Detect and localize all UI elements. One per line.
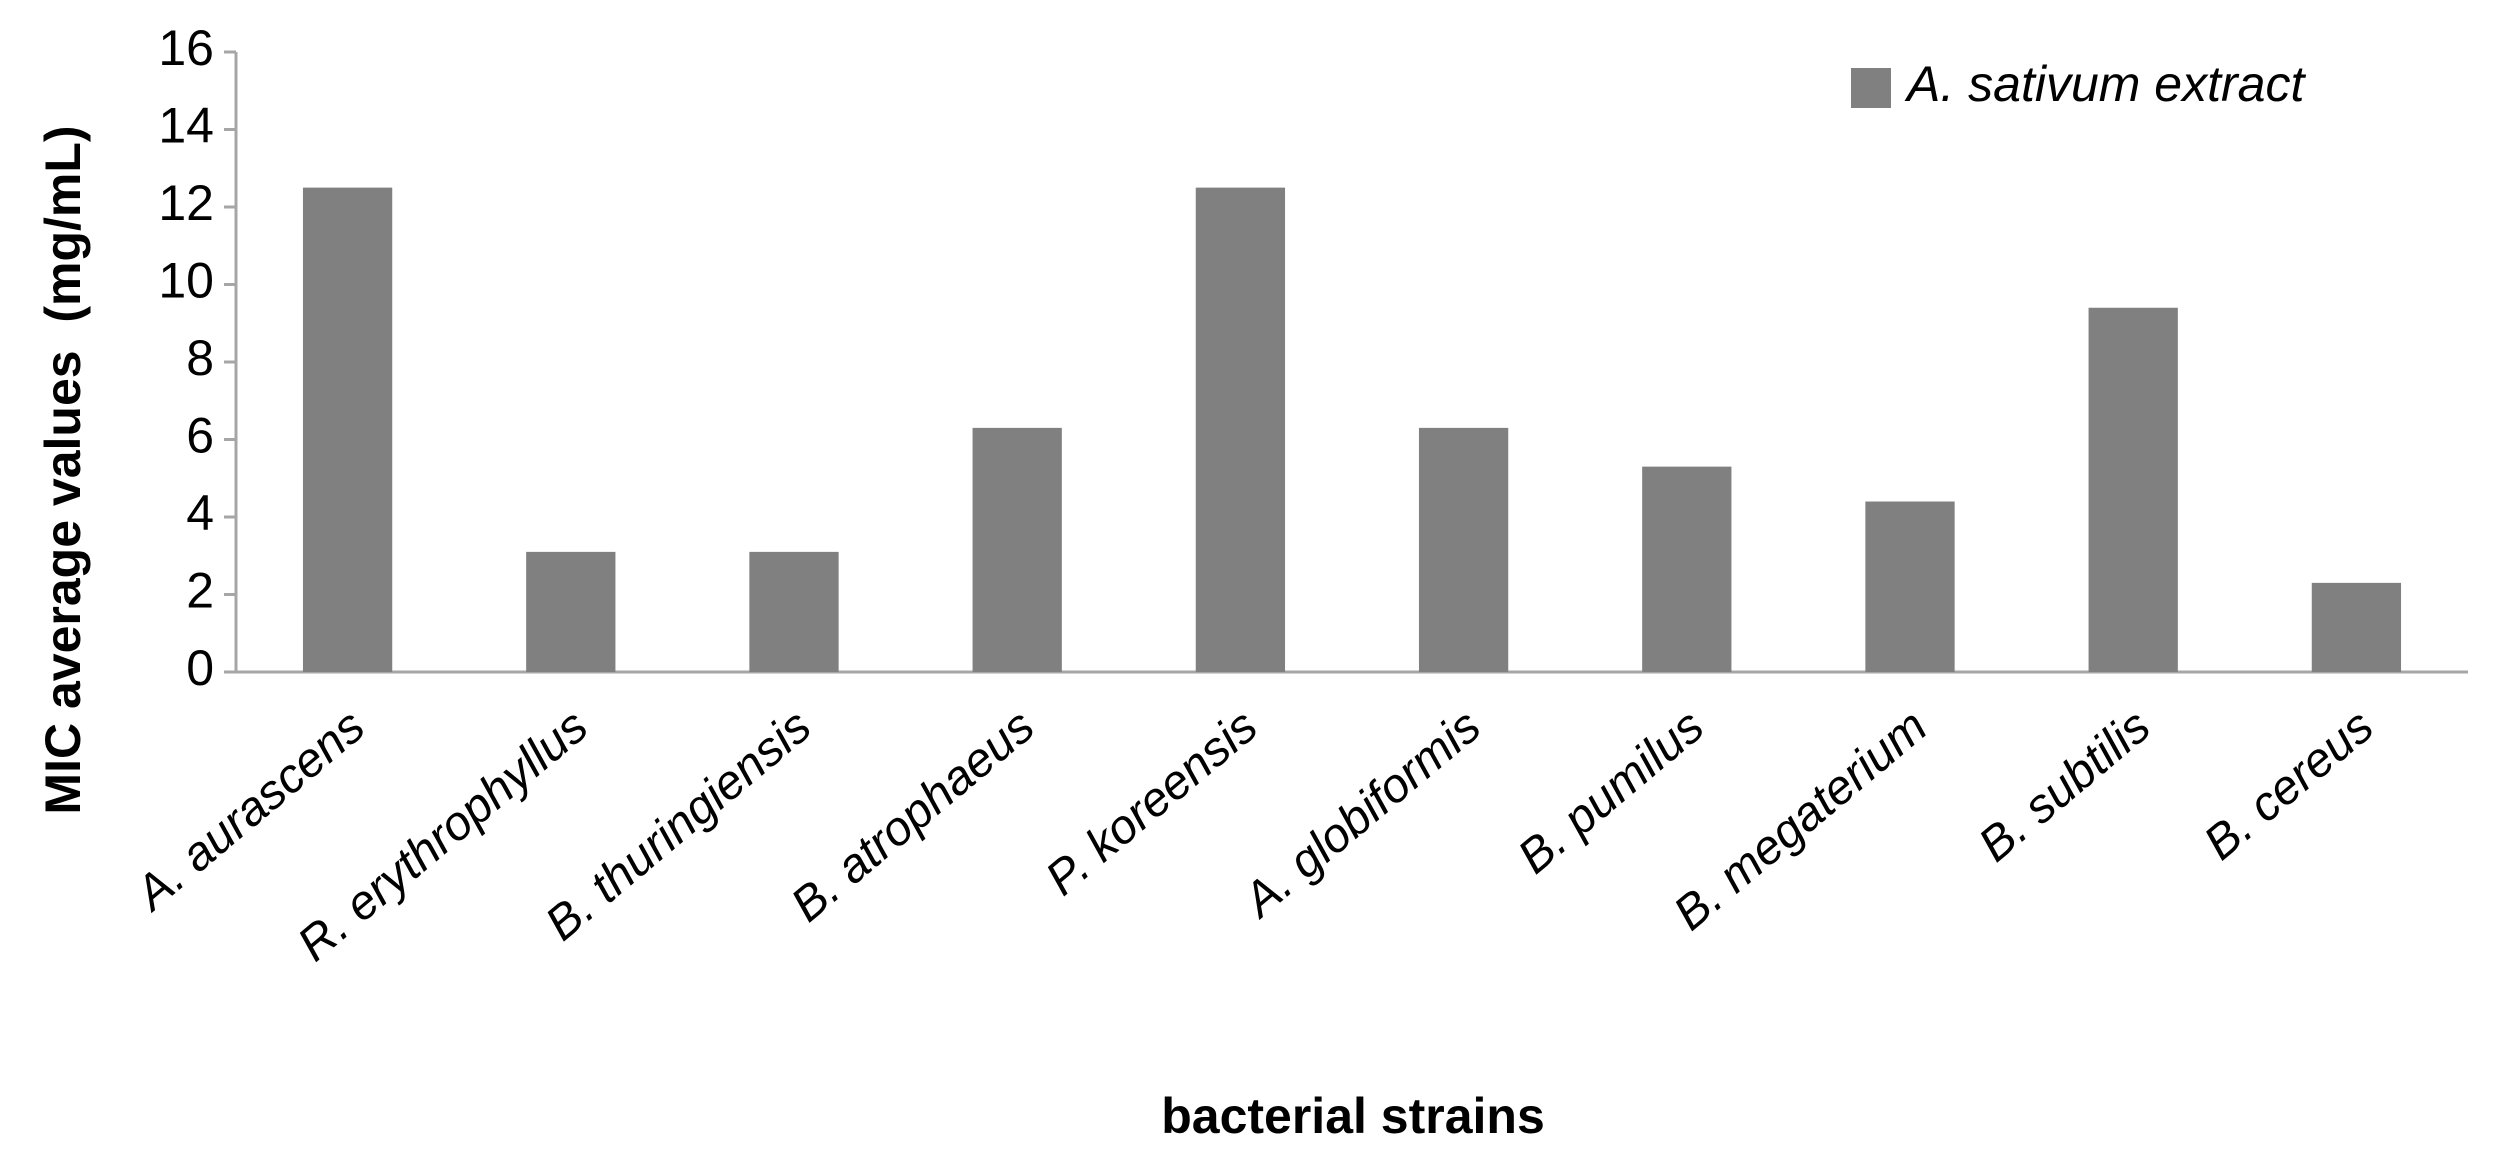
y-tick-label: 2 <box>186 563 214 619</box>
bar <box>2088 307 2178 672</box>
y-tick-label: 4 <box>186 485 214 541</box>
x-tick-label: B. subtilis <box>1969 700 2160 873</box>
x-tick-label: A. globiformis <box>1232 700 1491 929</box>
y-tick-label: 0 <box>186 640 214 696</box>
bar <box>302 187 393 672</box>
bar <box>526 551 616 672</box>
bar <box>1642 466 1732 672</box>
bar <box>1418 427 1509 672</box>
bar <box>2311 582 2402 672</box>
x-axis-title: bacterial strains <box>1161 1088 1545 1144</box>
bar <box>1865 501 1955 672</box>
x-tick-label: B. pumilus <box>1508 700 1714 885</box>
y-tick-label: 14 <box>158 98 214 154</box>
x-tick-label: P. koreensis <box>1036 700 1268 906</box>
y-tick-label: 6 <box>186 408 214 464</box>
bar <box>749 551 839 672</box>
x-tick-label: B. cereus <box>2194 700 2383 871</box>
y-tick-label: 8 <box>186 330 214 386</box>
y-tick-label: 16 <box>158 20 214 76</box>
y-tick-label: 10 <box>158 253 214 309</box>
legend-swatch <box>1851 68 1891 108</box>
bar <box>1195 187 1286 672</box>
x-tick-label: B. atrophaeus <box>781 700 1044 933</box>
bar <box>972 427 1062 672</box>
y-axis-title: MIC average values (mg/mL) <box>35 125 91 814</box>
legend-label: A. sativum extract <box>1904 56 2306 112</box>
y-tick-label: 12 <box>158 175 214 231</box>
